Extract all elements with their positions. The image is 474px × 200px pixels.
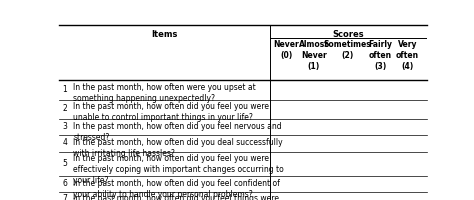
Text: Sometimes
(2): Sometimes (2) (323, 40, 371, 60)
Text: 4: 4 (62, 138, 67, 147)
Text: 5: 5 (62, 158, 67, 167)
Text: In the past month, how often did you feel you were
effectively coping with impor: In the past month, how often did you fee… (73, 153, 284, 184)
Text: 1: 1 (63, 85, 67, 94)
Text: Scores: Scores (333, 29, 365, 38)
Text: 7: 7 (62, 193, 67, 200)
Text: Fairly
often
(3): Fairly often (3) (369, 40, 392, 71)
Text: Very
often
(4): Very often (4) (396, 40, 419, 71)
Text: Items: Items (151, 29, 177, 38)
Text: In the past month, how often did you feel nervous and
stressed?: In the past month, how often did you fee… (73, 121, 282, 141)
Text: In the past month, how often were you upset at
something happening unexpectedly?: In the past month, how often were you up… (73, 83, 256, 103)
Text: 2: 2 (63, 104, 67, 113)
Text: In the past month, how often did you feel things were
going your way?: In the past month, how often did you fee… (73, 193, 279, 200)
Text: 6: 6 (62, 178, 67, 187)
Text: In the past month, how often did you deal successfully
with irritating life hass: In the past month, how often did you dea… (73, 137, 283, 157)
Text: Never
(0): Never (0) (273, 40, 299, 60)
Text: 3: 3 (62, 122, 67, 131)
Text: Almost
Never
(1): Almost Never (1) (299, 40, 329, 71)
Text: In the past month, how often did you feel confident of
your ability to handle yo: In the past month, how often did you fee… (73, 178, 280, 198)
Text: In the past month, how often did you feel you were
unable to control important t: In the past month, how often did you fee… (73, 102, 269, 122)
